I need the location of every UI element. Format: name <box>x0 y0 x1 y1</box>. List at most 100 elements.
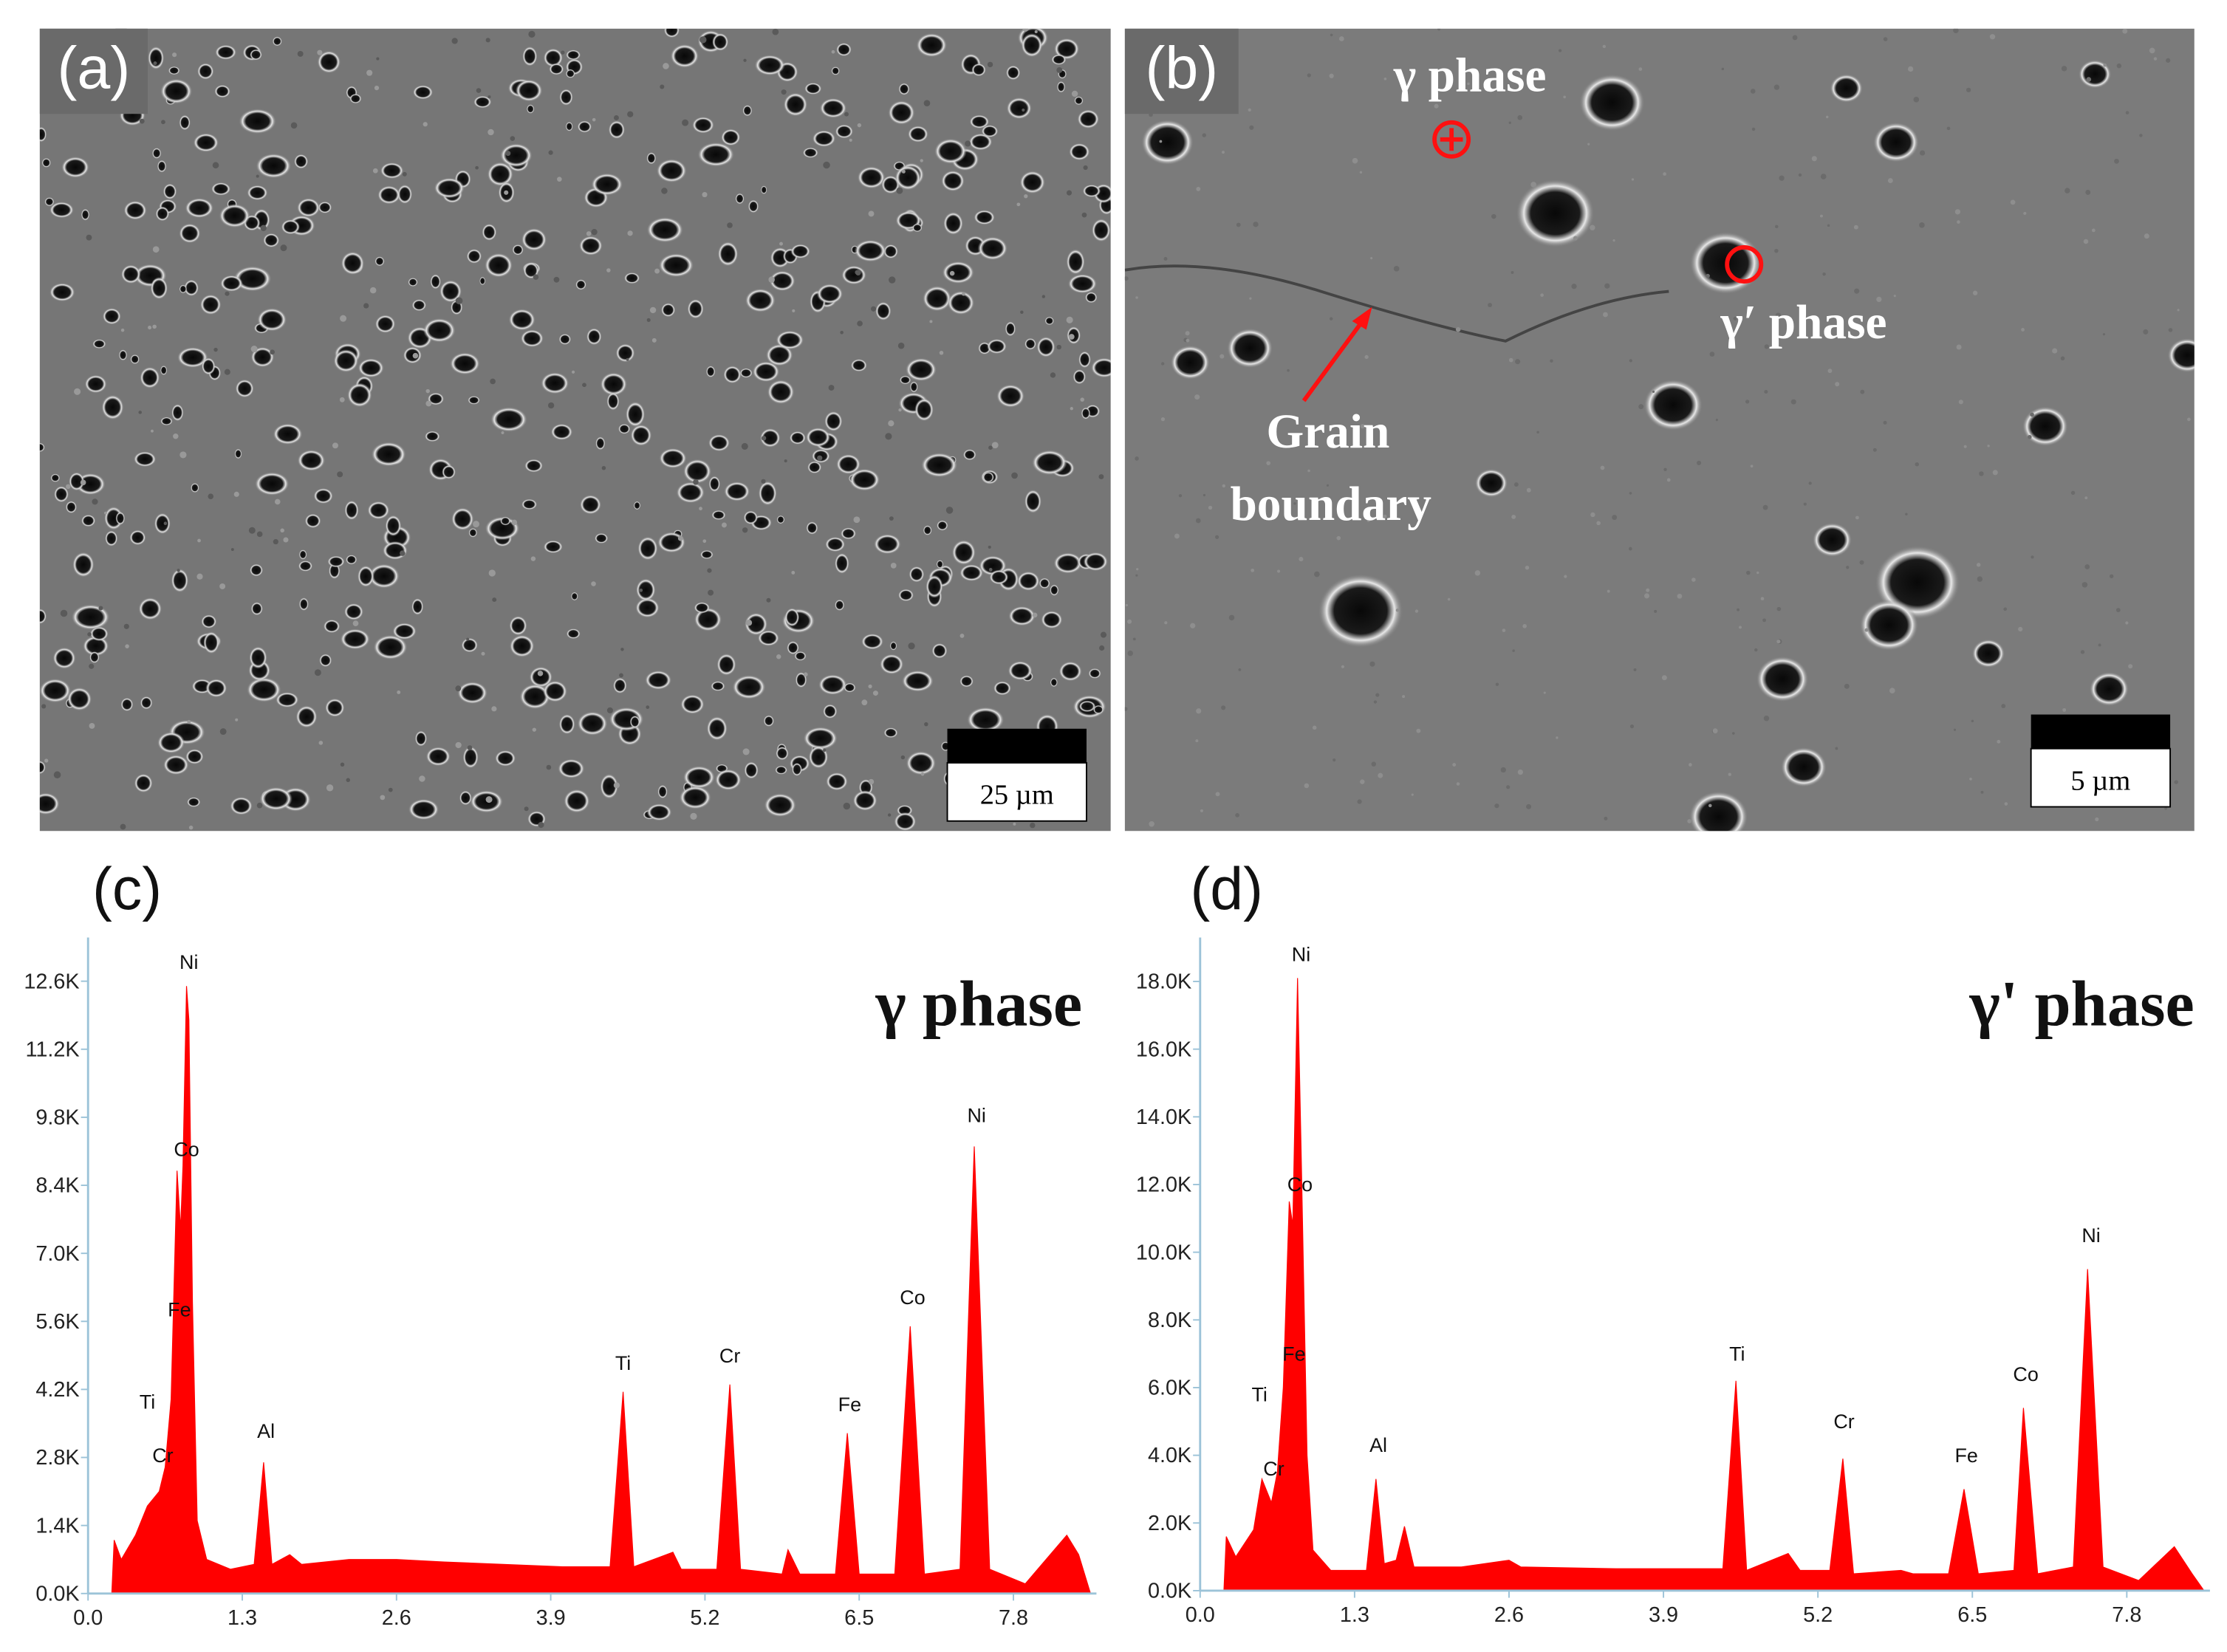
speck <box>872 690 878 696</box>
speck <box>151 429 154 433</box>
pit <box>250 346 275 368</box>
speck <box>2174 780 2178 784</box>
pit <box>273 423 303 445</box>
peak-label: Ti <box>140 1391 155 1413</box>
pit <box>373 634 408 660</box>
speck <box>208 493 214 499</box>
speck <box>1417 729 1420 733</box>
phase-label: γ phase <box>1393 49 1547 102</box>
pit <box>789 431 806 445</box>
speck <box>485 796 493 803</box>
y-tick-label: 1.4K <box>35 1514 79 1538</box>
speck <box>1020 310 1024 314</box>
speck <box>1872 448 1877 452</box>
pit <box>457 682 488 705</box>
pit <box>313 487 333 504</box>
pit <box>2089 671 2129 707</box>
speck <box>1402 695 1406 699</box>
speck <box>152 324 157 329</box>
pit <box>130 354 140 365</box>
pit <box>1873 122 1919 162</box>
pit <box>157 731 185 754</box>
pit <box>1069 143 1090 161</box>
speck <box>1629 724 1635 729</box>
pit <box>637 536 658 561</box>
pit <box>791 762 802 776</box>
speck <box>380 795 386 801</box>
pit <box>757 630 779 646</box>
pit <box>819 97 847 118</box>
speck <box>2103 63 2107 67</box>
speck <box>1790 399 1796 405</box>
speck <box>742 527 748 533</box>
pit <box>706 716 728 741</box>
speck <box>888 420 894 427</box>
peak-label: Fe <box>1955 1444 1978 1467</box>
speck <box>2128 664 2133 669</box>
speck <box>1666 478 1671 482</box>
y-tick-label: 0.0K <box>35 1582 79 1605</box>
pit <box>81 514 96 527</box>
speck <box>817 455 823 461</box>
pit <box>732 675 766 699</box>
speck <box>1953 28 1959 33</box>
pit <box>834 599 845 611</box>
speck <box>352 620 359 627</box>
pit <box>281 219 301 235</box>
peak-label: Fe <box>1282 1343 1305 1365</box>
speck <box>823 748 827 752</box>
pit <box>49 283 75 302</box>
pit <box>1689 791 1748 832</box>
speck <box>1835 382 1840 387</box>
pit <box>615 343 635 363</box>
pit <box>49 202 74 219</box>
speck <box>1080 397 1084 402</box>
speck <box>318 741 324 745</box>
pit <box>257 308 287 332</box>
y-tick-label: 10.0K <box>1136 1241 1191 1264</box>
speck <box>831 49 835 54</box>
x-tick-label: 0.0 <box>73 1606 103 1630</box>
pit <box>807 461 822 474</box>
speck <box>1238 668 1242 671</box>
pit <box>748 199 759 213</box>
speck <box>1127 650 1133 657</box>
speck <box>1495 682 1499 686</box>
peak-label: Cr <box>152 1444 173 1467</box>
speck <box>2081 582 2088 588</box>
pit <box>294 154 309 169</box>
speck <box>1125 603 1129 607</box>
pit <box>735 193 745 205</box>
speck <box>2091 228 2096 233</box>
speck <box>1573 236 1578 241</box>
speck <box>1612 515 1618 521</box>
speck <box>89 723 95 729</box>
speck <box>1997 739 2001 744</box>
speck <box>1222 484 1226 488</box>
pit <box>439 280 462 303</box>
speck <box>504 190 509 195</box>
x-tick-label: 5.2 <box>690 1606 719 1630</box>
speck <box>586 231 592 236</box>
speck <box>741 442 748 450</box>
pit <box>2022 406 2068 447</box>
speck <box>1803 502 1807 506</box>
pit <box>263 233 280 248</box>
speck <box>1235 813 1239 818</box>
speck <box>1437 28 1441 31</box>
speck <box>1253 222 1259 227</box>
speck <box>337 471 343 478</box>
pit <box>276 692 299 708</box>
pit <box>39 442 45 453</box>
pit <box>239 109 276 134</box>
speck <box>1214 535 1219 539</box>
pit <box>921 453 958 478</box>
pit <box>942 261 974 284</box>
speck <box>219 728 227 735</box>
speck <box>476 88 482 93</box>
pit <box>325 698 345 717</box>
pit <box>298 597 309 611</box>
speck <box>528 30 536 38</box>
pit <box>971 63 986 77</box>
speck <box>1515 359 1521 365</box>
